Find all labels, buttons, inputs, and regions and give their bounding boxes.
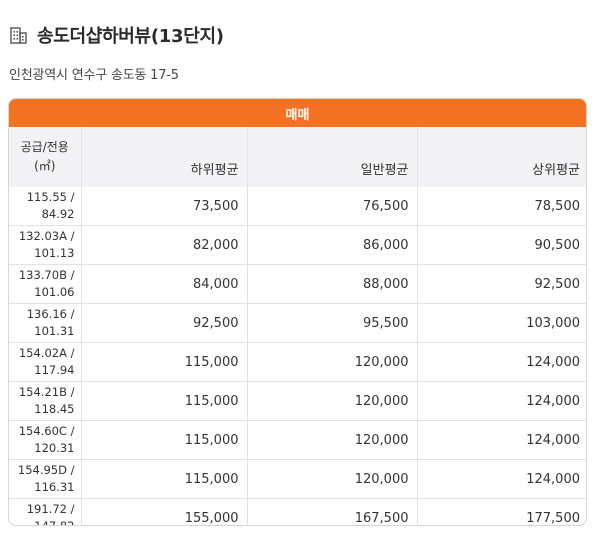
building-icon xyxy=(10,27,27,44)
table-row: 154.60C / 120.31 115,000 120,000 124,000 xyxy=(9,420,586,460)
area-cell: 115.55 / 84.92 xyxy=(9,187,81,226)
exclusive-area: 147.82 xyxy=(34,519,75,526)
supply-area: 136.16 / xyxy=(26,307,75,321)
exclusive-area: 118.45 xyxy=(34,402,75,416)
high-average-price: 103,000 xyxy=(416,303,586,343)
exclusive-area: 101.06 xyxy=(34,285,75,299)
low-average-price: 155,000 xyxy=(80,498,247,525)
low-average-price: 82,000 xyxy=(80,225,247,265)
supply-area: 154.21B / xyxy=(18,385,75,399)
area-cell: 154.02A / 117.94 xyxy=(9,342,81,382)
average-price: 167,500 xyxy=(246,498,417,525)
average-price: 88,000 xyxy=(246,264,417,304)
low-average-price: 84,000 xyxy=(80,264,247,304)
low-average-price: 115,000 xyxy=(80,342,247,382)
supply-area: 154.02A / xyxy=(18,346,75,360)
table-row: 136.16 / 101.31 92,500 95,500 103,000 xyxy=(9,303,586,343)
header-average: 일반평균 xyxy=(246,127,417,187)
low-average-price: 73,500 xyxy=(80,187,247,226)
area-cell: 154.60C / 120.31 xyxy=(9,420,81,460)
area-cell: 191.72 / 147.82 xyxy=(9,498,81,526)
price-table: 공급/전용 (㎡) 하위평균 일반평균 상위평균 115.55 / 84.92 73… xyxy=(9,127,586,526)
price-table-card: 매매 공급/전용 (㎡) 하위평균 일반평균 상위평균 115.55 / 84.9… xyxy=(8,98,587,526)
header-area: 공급/전용 (㎡) xyxy=(9,127,81,187)
supply-area: 133.70B / xyxy=(18,268,75,282)
high-average-price: 90,500 xyxy=(416,225,586,265)
complex-address: 인천광역시 연수구 송도동 17-5 xyxy=(9,68,179,83)
table-row: 191.72 / 147.82 155,000 167,500 177,500 xyxy=(9,498,586,526)
high-average-price: 124,000 xyxy=(416,459,586,499)
low-average-price: 115,000 xyxy=(80,381,247,421)
table-row: 133.70B / 101.06 84,000 88,000 92,500 xyxy=(9,264,586,304)
exclusive-area: 120.31 xyxy=(34,441,75,455)
area-cell: 154.21B / 118.45 xyxy=(9,381,81,421)
table-row: 115.55 / 84.92 73,500 76,500 78,500 xyxy=(9,187,586,226)
supply-area: 132.03A / xyxy=(18,229,75,243)
supply-area: 191.72 / xyxy=(26,502,75,516)
table-row: 154.21B / 118.45 115,000 120,000 124,000 xyxy=(9,381,586,421)
low-average-price: 92,500 xyxy=(80,303,247,343)
high-average-price: 177,500 xyxy=(416,498,586,525)
high-average-price: 78,500 xyxy=(416,187,586,226)
tab-sale[interactable]: 매매 xyxy=(9,99,586,127)
average-price: 120,000 xyxy=(246,459,417,499)
average-price: 76,500 xyxy=(246,187,417,226)
low-average-price: 115,000 xyxy=(80,459,247,499)
average-price: 86,000 xyxy=(246,225,417,265)
header-high-average: 상위평균 xyxy=(416,127,586,187)
supply-area: 115.55 / xyxy=(26,190,75,204)
average-price: 120,000 xyxy=(246,381,417,421)
high-average-price: 124,000 xyxy=(416,381,586,421)
exclusive-area: 116.31 xyxy=(34,480,75,494)
exclusive-area: 101.13 xyxy=(34,246,75,260)
low-average-price: 115,000 xyxy=(80,420,247,460)
supply-area: 154.95D / xyxy=(17,463,75,477)
area-cell: 132.03A / 101.13 xyxy=(9,225,81,265)
high-average-price: 92,500 xyxy=(416,264,586,304)
high-average-price: 124,000 xyxy=(416,420,586,460)
exclusive-area: 101.31 xyxy=(34,324,75,338)
exclusive-area: 84.92 xyxy=(41,207,75,221)
table-header-row: 공급/전용 (㎡) 하위평균 일반평균 상위평균 xyxy=(9,127,586,187)
average-price: 120,000 xyxy=(246,342,417,382)
header-low-average: 하위평균 xyxy=(80,127,247,187)
table-row: 154.02A / 117.94 115,000 120,000 124,000 xyxy=(9,342,586,382)
average-price: 120,000 xyxy=(246,420,417,460)
table-row: 154.95D / 116.31 115,000 120,000 124,000 xyxy=(9,459,586,499)
header-area-label: 공급/전용 xyxy=(20,140,69,154)
header-area-unit: (㎡) xyxy=(34,159,56,173)
average-price: 95,500 xyxy=(246,303,417,343)
area-cell: 154.95D / 116.31 xyxy=(9,459,81,499)
supply-area: 154.60C / xyxy=(18,424,75,438)
area-cell: 136.16 / 101.31 xyxy=(9,303,81,343)
exclusive-area: 117.94 xyxy=(34,363,75,377)
page-header: 송도더샵하버뷰(13단지) xyxy=(9,22,224,48)
table-row: 132.03A / 101.13 82,000 86,000 90,500 xyxy=(9,225,586,265)
high-average-price: 124,000 xyxy=(416,342,586,382)
area-cell: 133.70B / 101.06 xyxy=(9,264,81,304)
complex-title: 송도더샵하버뷰(13단지) xyxy=(37,26,224,47)
